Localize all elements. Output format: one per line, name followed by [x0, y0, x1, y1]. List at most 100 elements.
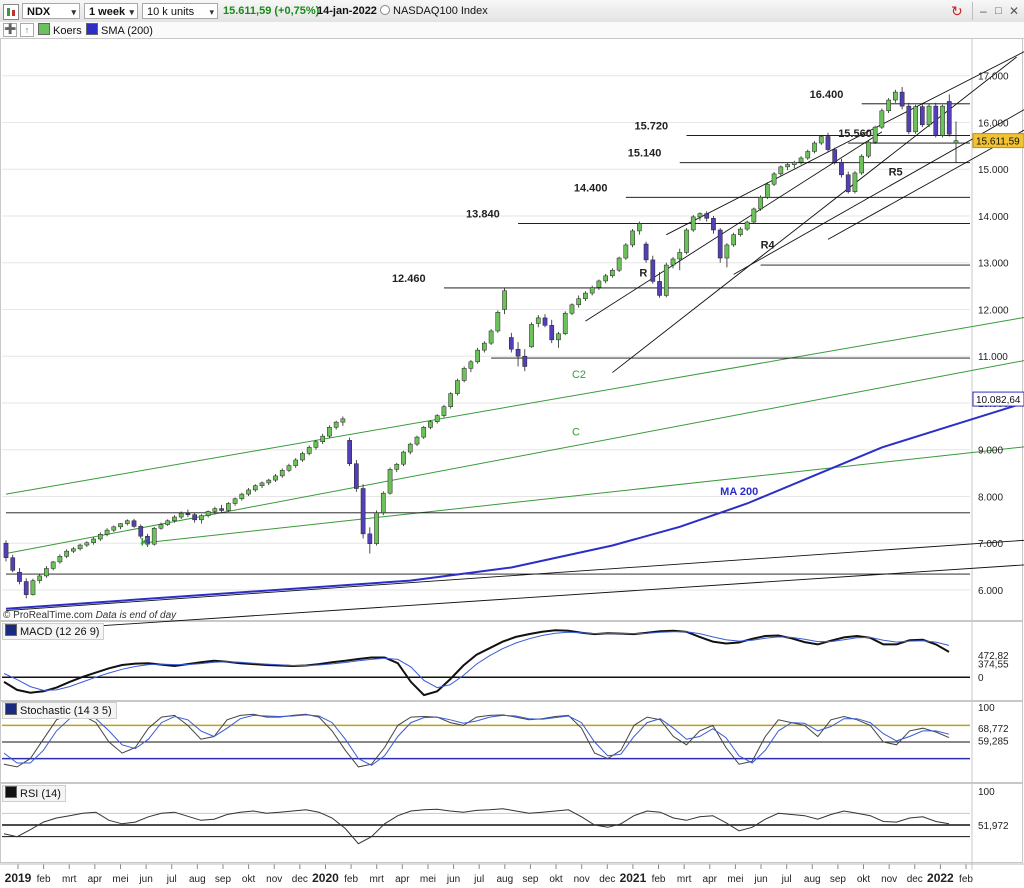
candle-body [919, 106, 925, 126]
candle [158, 522, 164, 530]
units-dropdown[interactable]: 10 k units [142, 3, 218, 20]
candle-body [704, 213, 710, 219]
candle-body [515, 348, 521, 357]
y-tick-label: 16.000 [978, 118, 1009, 129]
candle-body [529, 324, 534, 348]
settings-icon[interactable]: ↑ [20, 23, 34, 37]
candle-body [839, 161, 844, 176]
maximize-icon[interactable]: □ [995, 5, 1002, 17]
candle [933, 102, 939, 138]
macd-value-label: 472,82 [978, 651, 1009, 662]
candle [535, 315, 541, 328]
candle [556, 331, 561, 348]
candle-body [542, 317, 548, 326]
candle [401, 450, 406, 467]
candle-body [818, 136, 824, 144]
candle-body [165, 520, 171, 525]
candle [340, 416, 346, 426]
candle-body [953, 140, 959, 144]
price-swatch-icon [38, 23, 50, 35]
axes: 17.000 16.000 15.000 14.000 13.000 12.000 11.0… [0, 72, 1024, 885]
candle-body [239, 493, 245, 500]
candle-body [589, 287, 595, 294]
close-icon[interactable]: ✕ [1009, 4, 1020, 18]
level-label: 16.400 [810, 89, 844, 101]
candle-body [684, 229, 689, 253]
legend-price-label: Koers [53, 25, 82, 37]
candle-body [583, 292, 588, 299]
period-dropdown[interactable]: 1 week [84, 3, 138, 20]
candle [374, 510, 379, 546]
panel-frame [0, 783, 1023, 863]
candle [522, 349, 528, 372]
index-name-radio[interactable]: NASDAQ100 Index [380, 3, 488, 19]
candle-body [805, 151, 811, 159]
candle [273, 474, 278, 482]
candle-body [327, 427, 332, 437]
candle-body [657, 281, 662, 296]
channel-line [5, 360, 1024, 554]
macd-panel-label[interactable]: MACD (12 26 9) [2, 623, 105, 640]
candle [583, 291, 588, 302]
grid [2, 75, 970, 591]
candle [690, 215, 696, 232]
y-tick-label: 9.000 [978, 446, 1003, 457]
candles-icon [7, 8, 15, 16]
x-tick-label: okt [857, 874, 871, 885]
candle-body [744, 221, 750, 230]
add-indicator-icon[interactable]: ➕ [3, 23, 17, 37]
symbol-dropdown[interactable]: NDX [22, 3, 80, 20]
rsi-panel-label[interactable]: RSI (14) [2, 785, 66, 802]
candle-body [643, 243, 649, 261]
x-tick-label: feb [344, 874, 358, 885]
candle [919, 102, 925, 128]
y-tick-label: 15.000 [978, 165, 1009, 176]
chart-type-icon[interactable] [3, 4, 19, 20]
candle [91, 537, 96, 545]
candles [3, 86, 959, 599]
candle-body [30, 580, 36, 595]
candle-body [380, 492, 386, 514]
candle-body [394, 463, 400, 470]
candle [771, 172, 777, 187]
candle [219, 504, 224, 513]
minimize-icon[interactable]: – [980, 4, 987, 18]
candle [610, 268, 615, 278]
candle-body [138, 526, 144, 537]
candle-body [562, 312, 568, 335]
legend-price[interactable]: Koers [38, 23, 82, 37]
candle-body [104, 529, 110, 535]
candle-body [461, 368, 467, 381]
stochastic-panel-label[interactable]: Stochastic (14 3 5) [2, 702, 117, 719]
candle [899, 86, 905, 110]
moving-average [5, 402, 1024, 610]
candle-body [495, 312, 501, 332]
candle [852, 171, 858, 194]
panel-frame [0, 701, 1023, 783]
candle [475, 347, 480, 364]
candle-body [259, 482, 265, 486]
candle-body [273, 475, 278, 481]
candle-body [751, 208, 757, 223]
candle [212, 506, 218, 515]
candle-body [771, 173, 777, 185]
candle-body [387, 469, 393, 494]
candle-body [576, 298, 582, 306]
candle [172, 515, 177, 523]
rsi-value-label: 51,972 [978, 821, 1009, 832]
candle [596, 279, 602, 290]
candle-body [333, 421, 339, 428]
candle [913, 104, 918, 134]
candle-body [3, 542, 9, 558]
candle [589, 285, 595, 296]
candle [886, 98, 891, 114]
candle [953, 121, 959, 163]
copyright-text: © ProRealTime.com [3, 610, 93, 621]
candle [731, 232, 736, 247]
x-tick-label: mei [420, 874, 436, 885]
legend-sma[interactable]: SMA (200) [86, 23, 153, 37]
candle [636, 221, 642, 235]
refresh-icon[interactable]: ↻ [951, 3, 963, 19]
